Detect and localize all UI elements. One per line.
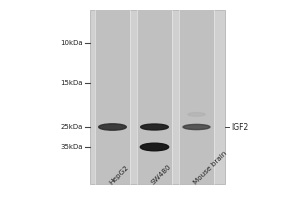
Bar [179,10,214,184]
Ellipse shape [183,124,210,130]
Ellipse shape [188,113,205,116]
Text: HepG2: HepG2 [108,164,130,186]
Ellipse shape [141,124,168,130]
Text: Mouse brain: Mouse brain [192,150,228,186]
Text: 15kDa: 15kDa [61,80,83,86]
Text: SW480: SW480 [150,164,172,186]
Ellipse shape [99,124,126,130]
Text: 35kDa: 35kDa [61,144,83,150]
Bar [95,10,130,184]
Text: 25kDa: 25kDa [61,124,83,130]
Bar [137,10,172,184]
Ellipse shape [140,143,169,151]
Text: 10kDa: 10kDa [60,40,83,46]
Text: IGF2: IGF2 [231,122,248,132]
Bar [90,10,225,184]
